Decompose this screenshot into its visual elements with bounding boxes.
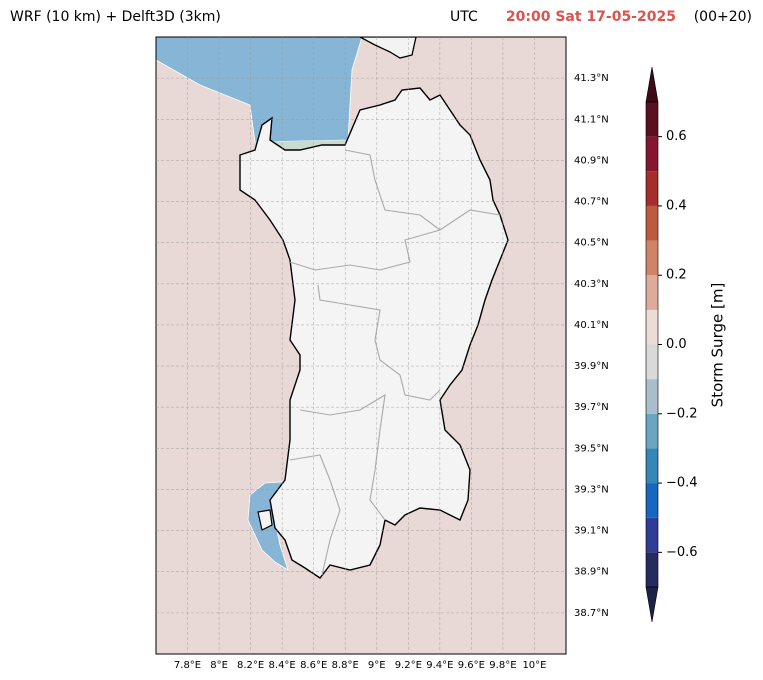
lat-tick-label: 38.9°N — [574, 567, 609, 578]
lat-tick-label: 41.1°N — [574, 114, 609, 125]
lon-tick-label: 9.8°E — [489, 660, 516, 671]
colorbar-bin — [646, 379, 658, 414]
colorbar-tick-label: −0.4 — [666, 476, 698, 491]
lon-tick-label: 8.4°E — [269, 660, 296, 671]
map-frame — [155, 36, 567, 655]
colorbar-bin — [646, 413, 658, 449]
colorbar-bin — [646, 309, 658, 345]
colorbar-bin — [646, 205, 658, 241]
colorbar-bin — [646, 102, 658, 137]
colorbar-bin — [646, 483, 658, 518]
colorbar-tick-label: 0.2 — [666, 268, 687, 283]
colorbar-tick-label: 0.6 — [666, 129, 687, 144]
lon-tick-label: 9.4°E — [426, 660, 453, 671]
colorbar-tick-label: 0.0 — [666, 337, 687, 352]
lat-tick-label: 41.3°N — [574, 73, 609, 84]
lon-tick-label: 9.2°E — [395, 660, 422, 671]
lon-tick-label: 10°E — [522, 660, 546, 671]
title: WRF (10 km) + Delft3D (3km) — [10, 9, 221, 25]
valid-time: 20:00 Sat 17-05-2025 — [506, 9, 676, 25]
lat-tick-label: 39.5°N — [574, 443, 609, 454]
lat-tick-label: 39.7°N — [574, 402, 609, 413]
lat-tick-label: 40.3°N — [574, 279, 609, 290]
lat-tick-label: 39.1°N — [574, 526, 609, 537]
colorbar-bin — [646, 552, 658, 587]
region-borders — [289, 149, 501, 576]
sardinia — [239, 87, 509, 579]
colorbar-tick-label: −0.2 — [666, 406, 698, 421]
lead-time: (00+20) — [694, 9, 752, 25]
colorbar-bin — [646, 517, 658, 553]
lon-tick-label: 8.8°E — [332, 660, 359, 671]
lat-tick-label: 40.9°N — [574, 155, 609, 166]
colorbar-tick-label: −0.6 — [666, 545, 698, 560]
lon-tick-label: 7.8°E — [174, 660, 201, 671]
colorbar-bin — [646, 344, 658, 380]
corsica — [359, 37, 417, 59]
colorbar-extend-high — [645, 66, 659, 103]
colorbar-extend-low — [645, 586, 659, 623]
lat-tick-label: 39.3°N — [574, 484, 609, 495]
lat-tick-label: 38.7°N — [574, 608, 609, 619]
lon-tick-label: 8°E — [210, 660, 228, 671]
lon-tick-label: 9°E — [368, 660, 386, 671]
colorbar-label: Storm Surge [m] — [709, 283, 727, 408]
colorbar-bin — [646, 136, 658, 172]
lat-tick-label: 40.1°N — [574, 320, 609, 331]
lon-tick-label: 8.2°E — [237, 660, 264, 671]
lon-tick-label: 8.6°E — [300, 660, 327, 671]
lat-tick-label: 40.7°N — [574, 197, 609, 208]
map-area — [156, 37, 566, 654]
colorbar-bin — [646, 275, 658, 310]
colorbar-tick-label: 0.4 — [666, 198, 687, 213]
lat-tick-label: 39.9°N — [574, 361, 609, 372]
lon-tick-label: 9.6°E — [458, 660, 485, 671]
colorbar-bin — [646, 171, 658, 206]
colorbar-bin — [646, 448, 658, 484]
island — [257, 509, 273, 531]
colorbar-bin — [646, 240, 658, 276]
lat-tick-label: 40.5°N — [574, 238, 609, 249]
utc-label: UTC — [450, 9, 478, 25]
